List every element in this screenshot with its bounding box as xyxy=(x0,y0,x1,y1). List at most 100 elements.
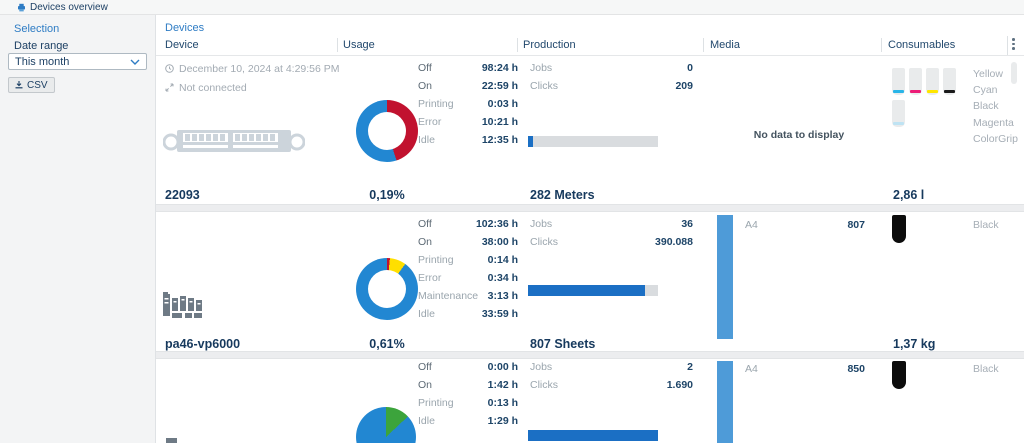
header-divider xyxy=(337,38,338,52)
jobs-value: 2 xyxy=(687,361,693,373)
column-header-production: Production xyxy=(523,39,576,51)
media-bar-a4 xyxy=(717,215,733,339)
stat-label: Off xyxy=(418,361,432,373)
vertical-ellipsis-icon[interactable] xyxy=(1012,38,1015,50)
media-value: 850 xyxy=(847,363,865,375)
production-stats: Jobs 36 Clicks 390.088 xyxy=(530,218,693,254)
consumable-label: Cyan xyxy=(973,84,998,96)
ink-cartridge-colorgrip xyxy=(892,100,905,127)
stat-label: Off xyxy=(418,62,432,74)
header-divider xyxy=(1007,36,1008,55)
date-range-value: This month xyxy=(15,55,70,68)
device-name: 22093 xyxy=(165,188,200,202)
selection-title: Selection xyxy=(14,23,60,35)
download-icon xyxy=(15,81,23,89)
last-seen-timestamp: December 10, 2024 at 4:29:56 PM xyxy=(179,63,340,75)
usage-pie-chart xyxy=(356,407,416,443)
stat-label: On xyxy=(418,80,433,92)
jobs-value: 0 xyxy=(687,62,693,74)
row-separator xyxy=(156,351,1024,359)
usage-donut-chart xyxy=(356,100,418,162)
clicks-value: 209 xyxy=(675,80,693,92)
date-range-label: Date range xyxy=(14,40,69,52)
ink-cartridge-cyan xyxy=(892,68,905,95)
jobs-label: Jobs xyxy=(530,62,553,74)
jobs-label: Jobs xyxy=(530,218,553,230)
stat-label: Error xyxy=(418,116,442,128)
column-header-media: Media xyxy=(710,39,740,51)
connection-status: Not connected xyxy=(179,82,247,94)
usage-percent: 0,61% xyxy=(369,337,405,351)
stat-value: 12:35 h xyxy=(481,134,518,146)
stat-value: 98:24 h xyxy=(481,62,518,74)
clicks-label: Clicks xyxy=(530,379,558,391)
csv-export-button[interactable]: CSV xyxy=(8,77,55,93)
stat-label: Printing xyxy=(418,254,454,266)
devices-panel-title: Devices xyxy=(165,22,205,34)
wide-format-printer-icon xyxy=(163,130,305,152)
production-total: 282 Meters xyxy=(530,188,595,202)
stat-label: On xyxy=(418,379,433,391)
jobs-value: 36 xyxy=(681,218,693,230)
header-underline xyxy=(156,55,1024,56)
consumables-total: 1,37 kg xyxy=(893,337,936,351)
chevron-down-icon xyxy=(130,59,140,65)
usage-stats: Off 102:36 h On 38:00 h Printing 0:14 h Err… xyxy=(418,218,518,326)
stat-value: 0:14 h xyxy=(487,254,518,266)
media-bar-a4 xyxy=(717,361,733,443)
column-header-device: Device xyxy=(165,39,199,51)
selection-panel: Selection Date range This month CSV xyxy=(0,15,156,443)
app-bar: Devices overview xyxy=(0,0,1024,15)
consumable-label: ColorGrip xyxy=(973,133,1018,145)
stat-value: 22:59 h xyxy=(481,80,518,92)
toner-cartridge-black xyxy=(892,361,906,389)
consumable-label: Black xyxy=(973,100,999,112)
production-progress-bar xyxy=(528,136,658,147)
printer-icon xyxy=(166,438,177,443)
stat-value: 0:13 h xyxy=(487,397,518,409)
disconnected-icon xyxy=(165,83,174,92)
media-size-label: A4 xyxy=(745,363,758,375)
stat-label: Idle xyxy=(418,415,435,427)
clicks-label: Clicks xyxy=(530,236,558,248)
jobs-label: Jobs xyxy=(530,361,553,373)
stat-value: 0:00 h xyxy=(487,361,518,373)
header-divider xyxy=(703,38,704,52)
row-separator xyxy=(156,204,1024,212)
stat-label: Idle xyxy=(418,134,435,146)
stat-value: 0:34 h xyxy=(487,272,518,284)
usage-stats: Off 98:24 h On 22:59 h Printing 0:03 h Erro… xyxy=(418,62,518,152)
ink-cartridge-yellow xyxy=(926,68,939,95)
stat-value: 102:36 h xyxy=(475,218,518,230)
ink-cartridge-black xyxy=(943,68,956,95)
production-printer-icon xyxy=(163,292,202,318)
stat-label: Printing xyxy=(418,397,454,409)
stat-label: Maintenance xyxy=(418,290,479,302)
media-size-label: A4 xyxy=(745,219,758,231)
consumable-label: Yellow xyxy=(973,68,1003,80)
production-progress-bar xyxy=(528,430,658,441)
header-divider xyxy=(881,38,882,52)
header-divider xyxy=(517,38,518,52)
toner-cartridge-black xyxy=(892,215,906,243)
consumables-total: 2,86 l xyxy=(893,188,925,202)
media-value: 807 xyxy=(847,219,865,231)
vertical-scrollbar[interactable] xyxy=(1011,62,1017,84)
device-name: pa46-vp6000 xyxy=(165,337,241,351)
production-stats: Jobs 0 Clicks 209 xyxy=(530,62,693,98)
stat-value: 1:29 h xyxy=(487,415,518,427)
ink-cartridge-magenta xyxy=(909,68,922,95)
usage-stats: Off 0:00 h On 1:42 h Printing 0:13 h Idle 1:… xyxy=(418,361,518,433)
production-stats: Jobs 2 Clicks 1.690 xyxy=(530,361,693,397)
printer-icon xyxy=(18,3,25,12)
date-range-select[interactable]: This month xyxy=(8,53,147,70)
column-header-usage: Usage xyxy=(343,39,375,51)
usage-percent: 0,19% xyxy=(369,188,405,202)
column-header-consumables: Consumables xyxy=(888,39,956,51)
stat-label: On xyxy=(418,236,433,248)
csv-button-label: CSV xyxy=(27,79,48,91)
clicks-value: 1.690 xyxy=(666,379,693,391)
usage-donut-chart xyxy=(356,258,418,320)
clock-icon xyxy=(165,64,174,73)
